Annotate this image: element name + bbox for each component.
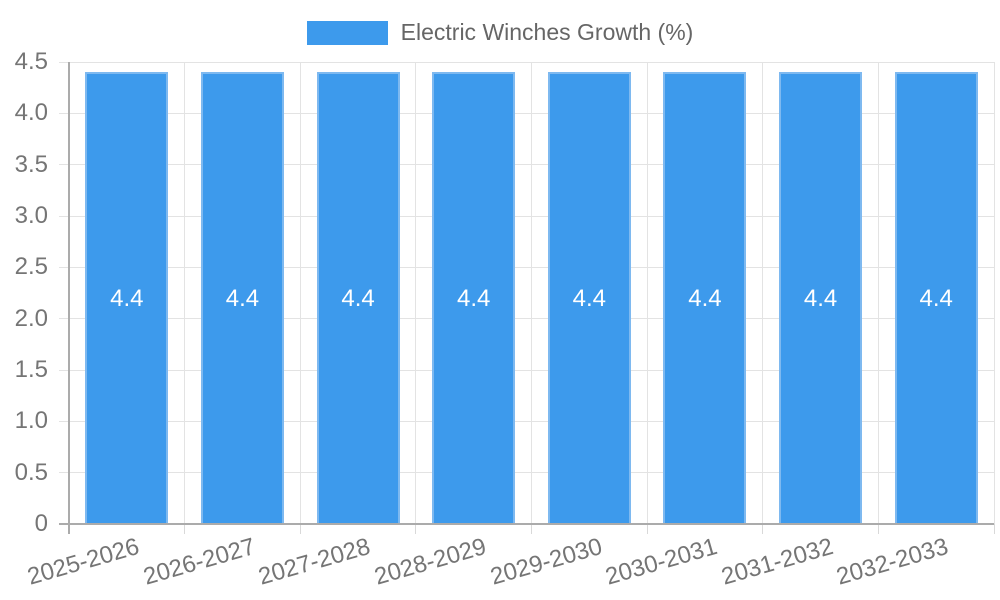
x-axis-tick-mark bbox=[299, 524, 301, 534]
x-axis-tick-mark bbox=[877, 524, 879, 534]
x-axis-tick-label: 2031-2032 bbox=[718, 533, 837, 591]
bar-2030-2031[interactable]: 4.4 bbox=[663, 72, 747, 524]
legend-item[interactable]: Electric Winches Growth (%) bbox=[306, 19, 694, 45]
gridline-vertical bbox=[877, 62, 879, 524]
y-axis-tick-mark bbox=[59, 472, 69, 474]
bar-value-label: 4.4 bbox=[572, 285, 606, 313]
y-axis-tick-label: 2.0 bbox=[14, 304, 48, 332]
bar-value-label: 4.4 bbox=[110, 285, 144, 313]
y-axis-tick-label: 0 bbox=[34, 510, 48, 537]
bar-value-label: 4.4 bbox=[919, 285, 953, 313]
x-axis-tick-label: 2028-2029 bbox=[371, 533, 490, 591]
gridline-vertical bbox=[415, 62, 417, 524]
x-axis-tick-label: 2027-2028 bbox=[255, 533, 374, 591]
y-axis-tick-mark bbox=[59, 420, 69, 422]
y-axis-tick-mark bbox=[59, 369, 69, 371]
y-axis-tick-label: 1.5 bbox=[14, 356, 48, 383]
x-axis-tick-mark bbox=[646, 524, 648, 534]
gridline-vertical bbox=[184, 62, 186, 524]
y-axis-tick-mark bbox=[59, 215, 69, 217]
bar-2029-2030[interactable]: 4.4 bbox=[547, 72, 631, 524]
y-axis-tick-label: 4.5 bbox=[14, 48, 48, 75]
x-axis-tick-label: 2025-2026 bbox=[24, 533, 143, 591]
y-axis-tick-label: 1.0 bbox=[14, 407, 48, 435]
y-axis-line bbox=[68, 62, 70, 534]
bar-value-label: 4.4 bbox=[341, 285, 375, 313]
x-axis-tick-label: 2030-2031 bbox=[602, 533, 721, 591]
y-axis-tick-label: 3.5 bbox=[14, 150, 48, 178]
y-axis-tick-mark bbox=[59, 164, 69, 166]
y-axis-tick-mark bbox=[59, 112, 69, 114]
x-axis-tick-mark bbox=[415, 524, 417, 534]
bar-2031-2032[interactable]: 4.4 bbox=[779, 72, 863, 524]
y-axis-tick-label: 4.0 bbox=[14, 99, 48, 127]
x-axis-tick-label: 2032-2033 bbox=[833, 533, 952, 591]
bar-2026-2027[interactable]: 4.4 bbox=[200, 72, 284, 524]
gridline-vertical bbox=[646, 62, 648, 524]
x-axis-tick-label: 2026-2027 bbox=[140, 533, 258, 591]
gridline-vertical bbox=[299, 62, 301, 524]
bar-2028-2029[interactable]: 4.4 bbox=[432, 72, 516, 524]
bar-2032-2033[interactable]: 4.4 bbox=[894, 72, 978, 524]
bar-2027-2028[interactable]: 4.4 bbox=[316, 72, 400, 524]
gridline-vertical bbox=[993, 62, 995, 524]
legend-label: Electric Winches Growth (%) bbox=[400, 19, 694, 45]
gridline-vertical bbox=[531, 62, 532, 524]
plot-area: 4.4 2025-2026 4.4 2026-2027 4.4 2027-2028 4.4 2… bbox=[24, 61, 995, 591]
y-axis-tick-label: 3.0 bbox=[14, 202, 48, 229]
legend-swatch bbox=[306, 20, 388, 45]
x-axis-tick-mark bbox=[184, 524, 186, 534]
y-axis-tick-mark bbox=[59, 61, 69, 63]
x-axis-tick-mark bbox=[993, 524, 995, 534]
y-axis-tick-label: 0.5 bbox=[14, 458, 48, 486]
bar-value-label: 4.4 bbox=[225, 285, 260, 313]
gridline-vertical bbox=[762, 62, 764, 524]
y-axis-tick-label: 2.5 bbox=[14, 253, 48, 281]
legend: Electric Winches Growth (%) bbox=[0, 20, 1000, 45]
y-axis-tick-mark bbox=[59, 266, 69, 268]
x-axis-tick-label: 2029-2030 bbox=[486, 533, 605, 591]
bar-value-label: 4.4 bbox=[457, 285, 491, 313]
bar-value-label: 4.4 bbox=[688, 285, 722, 313]
bar-value-label: 4.4 bbox=[803, 285, 838, 313]
x-axis-line bbox=[59, 523, 994, 525]
y-axis-tick-mark bbox=[59, 318, 69, 320]
x-axis-tick-mark bbox=[762, 524, 764, 534]
bar-2025-2026[interactable]: 4.4 bbox=[85, 72, 169, 524]
x-axis-tick-mark bbox=[531, 524, 532, 534]
